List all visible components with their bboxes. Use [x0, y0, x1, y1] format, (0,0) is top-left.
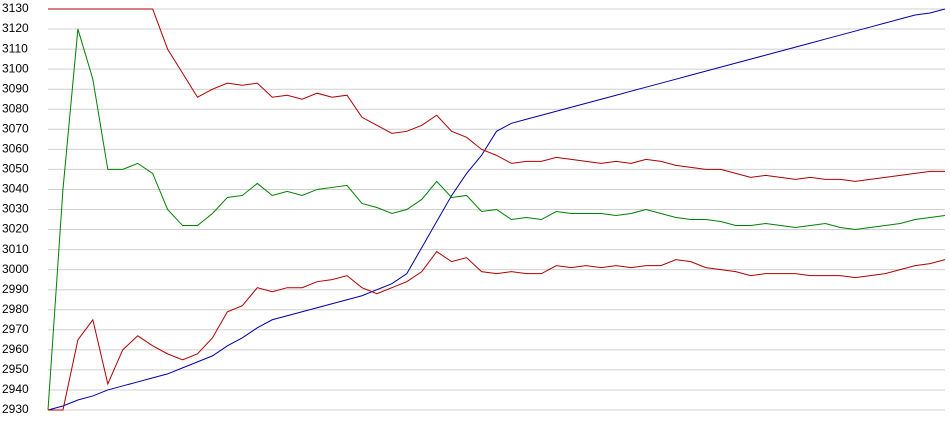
y-tick-label: 3120 [2, 21, 29, 35]
series-line [48, 8, 945, 182]
y-tick-label: 2960 [2, 342, 29, 356]
y-tick-label: 3080 [2, 101, 29, 115]
y-tick-label: 3020 [2, 222, 29, 236]
y-tick-label: 3010 [2, 242, 29, 256]
series-line [47, 28, 946, 411]
y-tick-label: 3100 [2, 61, 29, 75]
y-tick-label: 3110 [2, 41, 28, 55]
y-tick-label: 3040 [2, 182, 29, 196]
y-tick-label: 2980 [2, 302, 29, 316]
series-line [47, 8, 946, 411]
y-tick-label: 3000 [2, 262, 29, 276]
y-tick-label: 3130 [2, 1, 29, 15]
y-tick-label: 2950 [2, 362, 29, 376]
y-tick-label: 2990 [2, 282, 29, 296]
y-tick-label: 3030 [2, 202, 29, 216]
y-tick-label: 3050 [2, 162, 29, 176]
y-tick-label: 2930 [2, 402, 29, 416]
y-tick-label: 3090 [2, 81, 29, 95]
series-line [48, 250, 946, 411]
y-tick-label: 3070 [2, 121, 29, 135]
y-tick-label: 2940 [2, 382, 29, 396]
y-tick-label: 3060 [2, 142, 29, 156]
y-tick-label: 2970 [2, 322, 29, 336]
